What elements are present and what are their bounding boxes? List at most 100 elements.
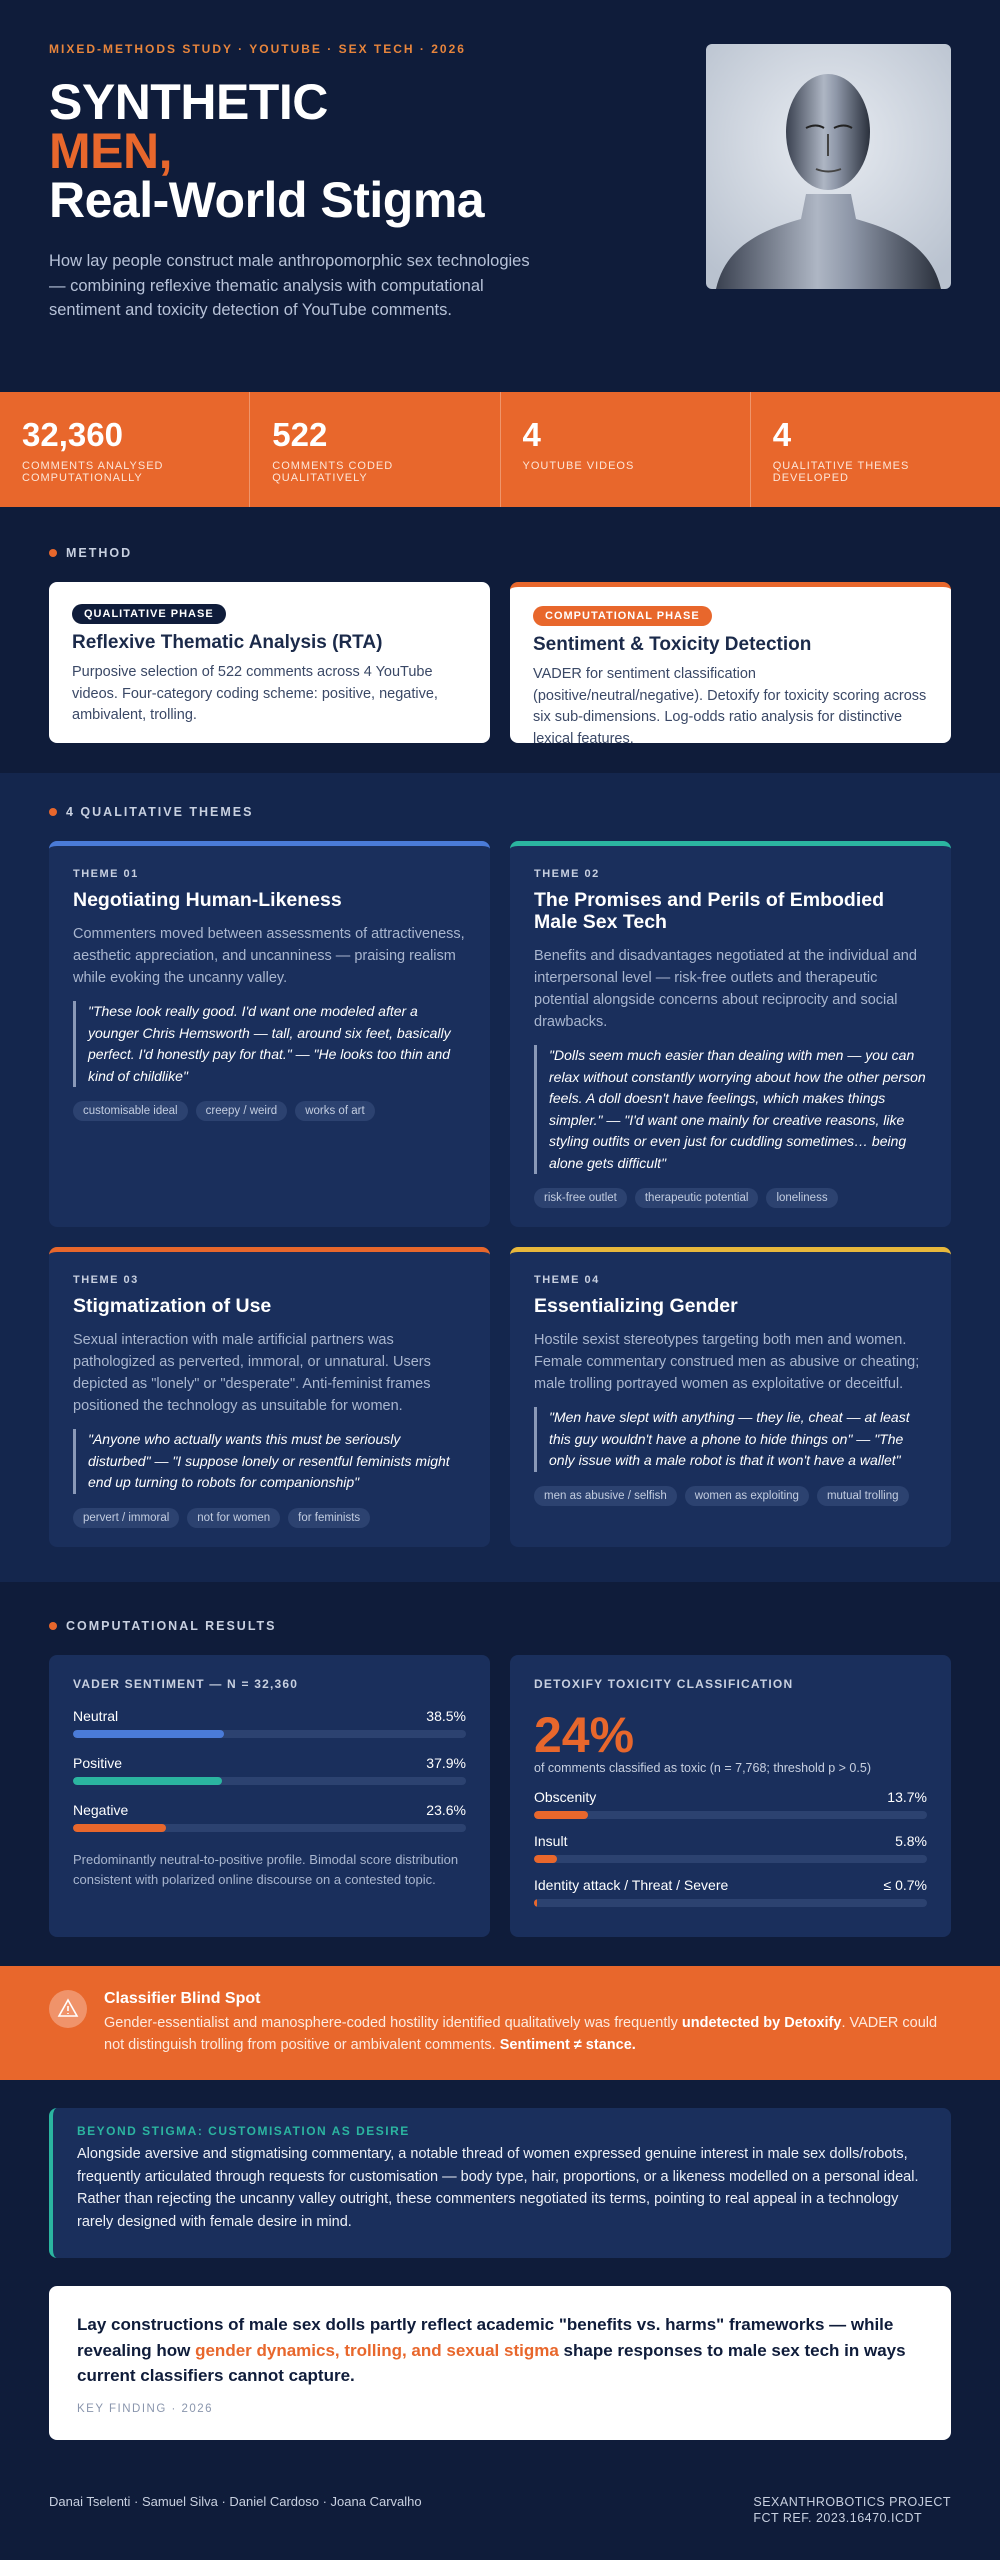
bar-value-label: ≤ 0.7%	[883, 1877, 927, 1893]
finding-kicker: KEY FINDING · 2026	[77, 2402, 214, 2415]
title: SYNTHETIC MEN, Real-World Stigma	[49, 77, 951, 225]
bar-label: Identity attack / Threat / Severe	[534, 1877, 729, 1893]
bar-track	[73, 1824, 466, 1832]
bar-value-label: 13.7%	[887, 1789, 927, 1805]
method-card: QUALITATIVE PHASE Reflexive Thematic Anal…	[49, 582, 490, 743]
stat-label: COMMENTS ANALYSED COMPUTATIONALLY	[22, 460, 164, 484]
portrait-image	[706, 44, 951, 289]
section-heading: 4 QUALITATIVE THEMES	[49, 805, 951, 819]
tag-list: risk-free outlet therapeutic potential lon…	[534, 1188, 927, 1208]
card-title: Reflexive Thematic Analysis (RTA)	[72, 632, 383, 653]
kicker: MIXED-METHODS STUDY · YOUTUBE · SEX TECH…	[49, 42, 466, 56]
bar-label-row: Neutral 38.5%	[73, 1708, 466, 1724]
tag: customisable ideal	[73, 1101, 188, 1121]
headline-number: 24%	[534, 1707, 635, 1763]
bar-label-row: Negative 23.6%	[73, 1802, 466, 1818]
theme-kicker: THEME 03	[73, 1274, 139, 1286]
bar-row: Negative 23.6%	[73, 1802, 466, 1832]
stat: 32,360 COMMENTS ANALYSED COMPUTATIONALLY	[0, 392, 251, 507]
theme-kicker: THEME 01	[73, 868, 139, 880]
badge: QUALITATIVE PHASE	[72, 604, 226, 624]
stat-value: 32,360	[22, 416, 123, 453]
bar	[73, 1824, 166, 1832]
bar-row: Insult 5.8%	[534, 1833, 927, 1863]
tag: loneliness	[766, 1188, 838, 1208]
key-finding: Lay constructions of male sex dolls part…	[49, 2286, 951, 2440]
title-line: MEN,	[49, 123, 173, 179]
theme-card: THEME 01 Negotiating Human-Likeness Commen…	[49, 841, 490, 1227]
tag: works of art	[295, 1101, 375, 1121]
bar-value-label: 5.8%	[895, 1833, 927, 1849]
tag-list: pervert / immoral not for women for femini…	[73, 1507, 466, 1528]
subtitle: How lay people construct male anthropomo…	[49, 252, 530, 319]
bar-label: Negative	[73, 1802, 129, 1818]
tag: mutual trolling	[816, 1485, 909, 1506]
bar-row: Identity attack / Threat / Severe ≤ 0.7%	[534, 1877, 927, 1907]
beyond-box: BEYOND STIGMA: CUSTOMISATION AS DESIRE A…	[49, 2108, 951, 2258]
bar-label: Obscenity	[534, 1789, 597, 1805]
theme-text: Sexual interaction with male artificial …	[73, 1332, 431, 1414]
stats-band: 32,360 COMMENTS ANALYSED COMPUTATIONALLY …	[0, 392, 1000, 507]
tag: creepy / weird	[195, 1101, 288, 1121]
card-title: Sentiment & Toxicity Detection	[533, 634, 812, 655]
card-title: VADER SENTIMENT — N = 32,360	[73, 1677, 299, 1691]
results-section: COMPUTATIONAL RESULTS VADER SENTIMENT — …	[0, 1582, 1000, 1966]
caption: of comments classified as toxic (n = 7,7…	[534, 1761, 871, 1775]
stat-label: COMMENTS CODED QUALITATIVELY	[272, 460, 394, 484]
box-text: Alongside aversive and stigmatising comm…	[77, 2146, 919, 2230]
tag: for feminists	[288, 1507, 371, 1528]
method-section: METHOD QUALITATIVE PHASE Reflexive Themat…	[0, 507, 1000, 773]
bar-value-label: 38.5%	[426, 1708, 466, 1724]
text-part: Lay constructions of male sex dolls part…	[77, 2315, 894, 2360]
bar	[73, 1730, 225, 1738]
section-heading: METHOD	[49, 546, 951, 560]
tag: risk-free outlet	[534, 1188, 627, 1208]
theme-quote: "These look really good. I'd want one mo…	[73, 1001, 466, 1087]
bar-label-row: Positive 37.9%	[73, 1755, 466, 1771]
stat-label: QUALITATIVE THEMES DEVELOPED	[772, 460, 910, 484]
authors: Danai Tselenti · Samuel Silva · Daniel C…	[49, 2494, 422, 2509]
card-text: VADER for sentiment classification (posi…	[533, 666, 927, 747]
blind-spot-band: Classifier Blind Spot Gender-essentialis…	[0, 1966, 1000, 2080]
theme-card: THEME 02 The Promises and Perils of Embod…	[510, 841, 951, 1227]
card-text: Purposive selection of 522 comments acro…	[72, 664, 438, 723]
theme-card: THEME 04 Essentializing Gender Hostile sex…	[510, 1247, 951, 1547]
theme-quote: "Dolls seem much easier than dealing wit…	[534, 1045, 927, 1174]
reference: FCT REF. 2023.16470.ICDT	[753, 2511, 923, 2525]
box-kicker: BEYOND STIGMA: CUSTOMISATION AS DESIRE	[77, 2124, 410, 2138]
stat-value: 522	[272, 416, 328, 453]
stat-value: 4	[522, 416, 541, 453]
project: SEXANTHROBOTICS PROJECT	[753, 2495, 951, 2509]
text-emphasis: undetected by Detoxify	[681, 2015, 842, 2031]
bar-row: Obscenity 13.7%	[534, 1789, 927, 1819]
bar-track	[73, 1730, 466, 1738]
bar	[534, 1899, 537, 1907]
bar-row: Positive 37.9%	[73, 1755, 466, 1785]
stat-value: 4	[772, 416, 792, 453]
theme-title: The Promises and Perils of Embodied Male…	[534, 889, 885, 933]
themes-section: 4 QUALITATIVE THEMES THEME 01 Negotiating…	[0, 773, 1000, 1582]
warning-icon	[49, 1990, 87, 2028]
tag: therapeutic potential	[634, 1188, 759, 1208]
badge: COMPUTATIONAL PHASE	[533, 606, 712, 626]
theme-text: Benefits and disadvantages negotiated at…	[534, 948, 917, 1030]
bar-track	[534, 1855, 927, 1863]
bar-label-row: Obscenity 13.7%	[534, 1789, 927, 1805]
text-part: shape responses to male sex tech in ways…	[77, 2340, 906, 2386]
footer: Danai Tselenti · Samuel Silva · Daniel C…	[49, 2494, 951, 2526]
header: MIXED-METHODS STUDY · YOUTUBE · SEX TECH…	[0, 0, 1000, 392]
theme-text: Commenters moved between assessments of …	[73, 926, 465, 986]
theme-kicker: THEME 04	[534, 1274, 600, 1286]
stat: 4 YOUTUBE VIDEOS	[501, 392, 751, 507]
tag-list: customisable ideal creepy / weird works of…	[73, 1101, 466, 1121]
theme-kicker: THEME 02	[534, 868, 600, 880]
tag: men as abusive / selfish	[534, 1485, 677, 1506]
theme-quote: "Anyone who actually wants this must be …	[73, 1429, 466, 1494]
stat-label: YOUTUBE VIDEOS	[522, 460, 635, 472]
theme-title: Essentializing Gender	[534, 1295, 738, 1317]
title-line: SYNTHETIC	[49, 74, 328, 130]
theme-card: THEME 03 Stigmatization of Use Sexual inte…	[49, 1247, 490, 1547]
bar	[73, 1777, 222, 1785]
bar-track	[534, 1899, 927, 1907]
